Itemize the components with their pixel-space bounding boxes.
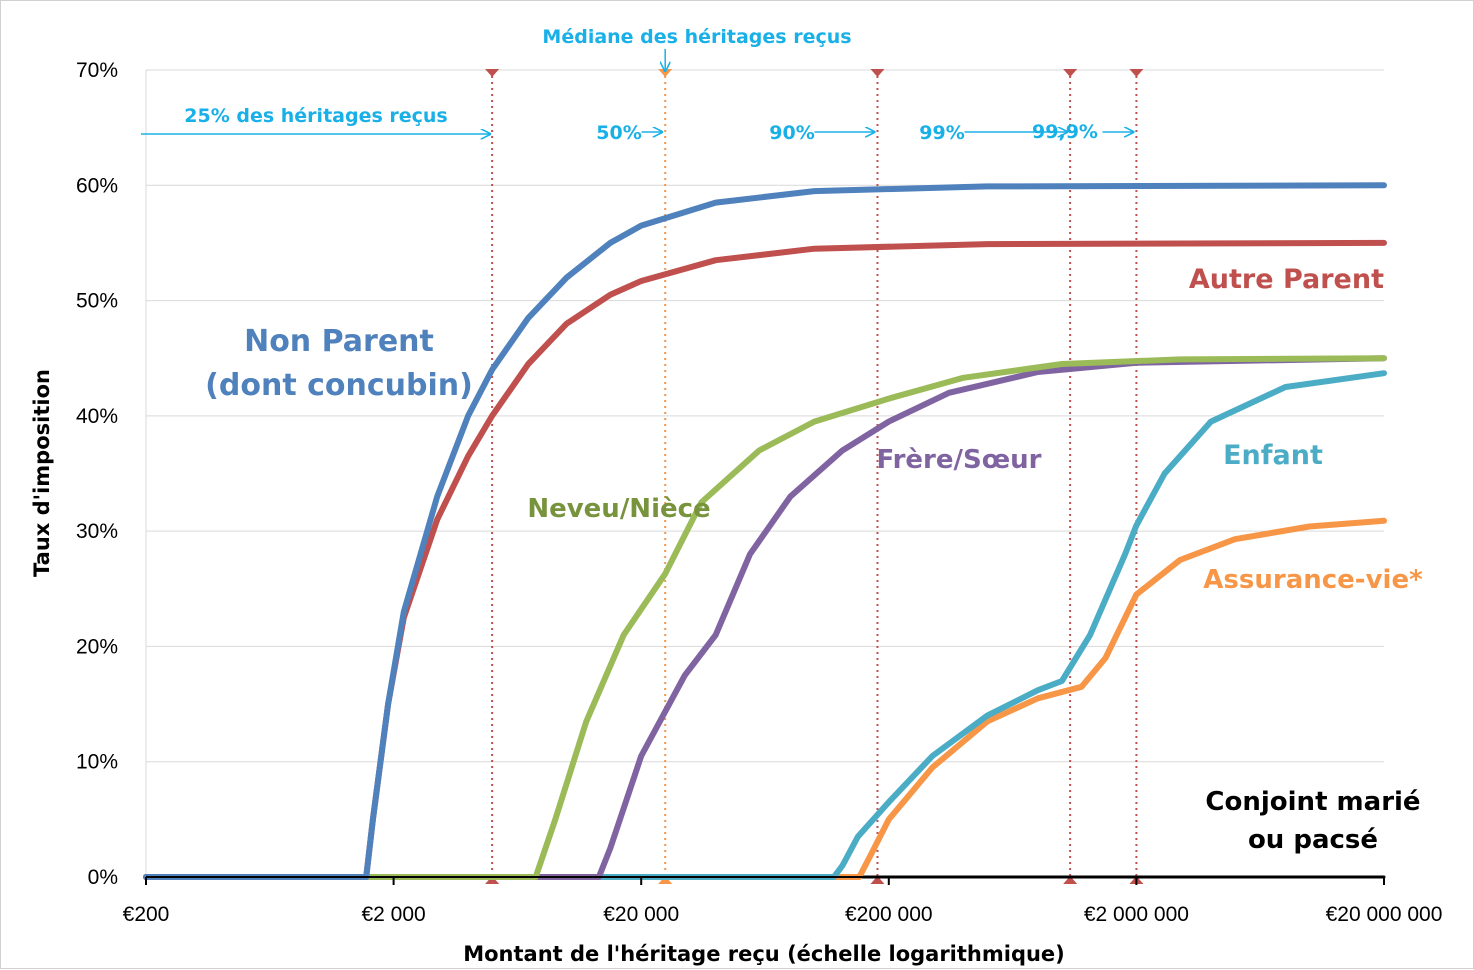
percentile-marker-triangle: [485, 69, 500, 77]
series-label: (dont concubin): [205, 368, 473, 403]
y-tick-label: 40%: [76, 405, 118, 428]
series-line: [143, 517, 1387, 880]
percentile-marker-triangle: [1063, 69, 1078, 77]
series-label: Frère/Sœur: [876, 445, 1041, 475]
series-line: [143, 182, 1387, 880]
y-axis-title: Taux d'imposition: [30, 369, 54, 577]
axes: 0% 10% 20% 30% 40% 50% 60% 70% €200 €2 000 €20 000…: [76, 59, 1442, 926]
series-line: [143, 370, 1387, 880]
percentile-label: 99%: [919, 122, 964, 144]
series-labels: Conjoint marié ou pacsé Assurance-vie* Enfa…: [205, 264, 1423, 855]
series-label: Conjoint marié: [1205, 787, 1420, 817]
x-tick-label: €200: [123, 903, 170, 926]
y-tick-label: 70%: [76, 59, 118, 82]
series-label: Enfant: [1223, 440, 1323, 471]
percentile-label: 25% des héritages reçus: [184, 105, 447, 127]
x-tick-label: €2 000: [361, 903, 425, 926]
percentile-marker-triangle: [1129, 69, 1144, 77]
series-line: [143, 355, 1387, 880]
series-label: Non Parent: [244, 324, 434, 359]
series-label: Assurance-vie*: [1203, 565, 1423, 595]
y-tick-label: 10%: [76, 751, 118, 774]
y-tick-label: 30%: [76, 520, 118, 543]
percentile-marker-triangle: [870, 876, 885, 884]
annotations: 25% des héritages reçus 50% 90% 99% 99,9% Méd…: [141, 26, 1133, 144]
y-tick-label: 20%: [76, 635, 118, 658]
percentile-marker-triangle: [870, 69, 885, 77]
percentile-marker-triangle: [1063, 876, 1078, 884]
series-line: [143, 355, 1387, 880]
x-tick-label: €2 000 000: [1084, 903, 1189, 926]
x-tick-label: €200 000: [845, 903, 933, 926]
x-tick-label: €20 000 000: [1326, 903, 1443, 926]
x-tick-label: €20 000: [603, 903, 679, 926]
series-label: Autre Parent: [1189, 264, 1384, 295]
y-tick-label: 50%: [76, 290, 118, 313]
percentile-label: 99,9%: [1032, 121, 1098, 143]
series-label: Neveu/Nièce: [527, 494, 710, 524]
series-label: ou pacsé: [1248, 825, 1378, 855]
percentile-label: 50%: [596, 122, 641, 144]
y-tick-label: 0%: [88, 866, 118, 889]
percentile-label: 90%: [769, 122, 814, 144]
gridlines: [145, 69, 1384, 877]
y-tick-label: 60%: [76, 174, 118, 197]
x-axis-title: Montant de l'héritage reçu (échelle loga…: [463, 942, 1065, 966]
median-annotation: Médiane des héritages reçus: [542, 26, 851, 48]
